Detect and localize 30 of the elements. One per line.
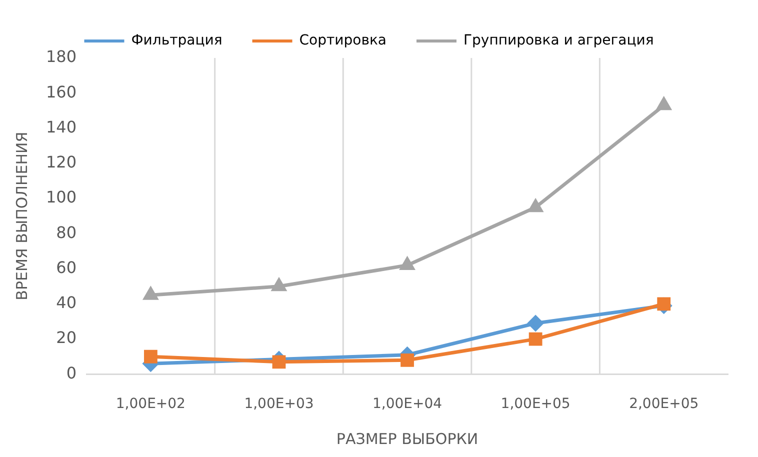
point [272,278,286,292]
x-axis-title: РАЗМЕР ВЫБОРКИ [336,430,478,448]
legend-label: Группировка и агрегация [463,32,654,49]
y-tick-label: 60 [56,258,77,277]
legend-label: Фильтрация [131,32,222,49]
point [144,350,158,364]
y-tick-label: 40 [56,293,77,312]
point [272,355,286,369]
point [144,287,158,300]
point [528,316,544,332]
point [528,200,543,212]
x-tick-label: 2,00E+05 [629,396,699,412]
point [656,98,671,110]
y-tick-label: 180 [46,47,77,66]
y-axis-title: ВРЕМЯ ВЫПОЛНЕНИЯ [12,132,31,300]
x-tick-label: 1,00E+04 [372,396,442,412]
y-tick-label: 100 [46,188,77,207]
x-tick-label: 1,00E+05 [500,396,570,412]
y-tick-label: 120 [46,152,77,172]
y-tick-label: 160 [46,82,77,102]
point [528,332,542,346]
y-tick-label: 80 [56,222,77,242]
y-tick-label: 0 [66,363,77,382]
y-tick-label: 140 [46,117,77,136]
x-tick-label: 1,00E+03 [244,396,314,412]
point [400,258,414,270]
y-tick-label: 20 [56,328,77,348]
x-tick-label: 1,00E+02 [116,396,186,412]
legend-label: Сортировка [299,32,386,49]
point [400,353,414,367]
